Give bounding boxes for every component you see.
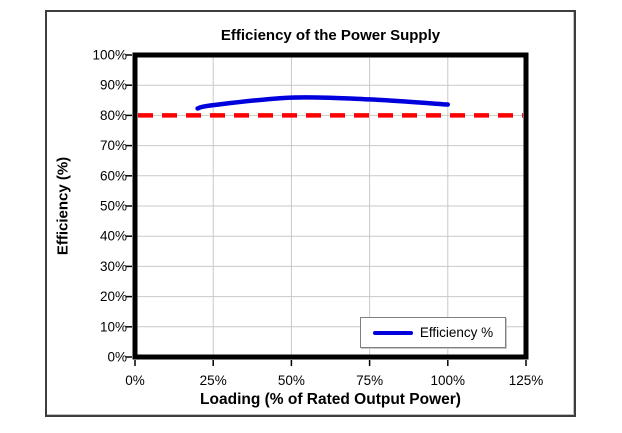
y-tick-label: 50% bbox=[100, 199, 127, 214]
y-axis-title: Efficiency (%) bbox=[54, 156, 72, 256]
x-tick-label: 125% bbox=[509, 373, 544, 388]
y-tick-label: 30% bbox=[100, 259, 127, 274]
x-tick-label: 0% bbox=[125, 373, 145, 388]
y-tick-label: 80% bbox=[100, 108, 127, 123]
efficiency-curve bbox=[195, 95, 451, 111]
y-tick-label: 0% bbox=[107, 350, 127, 365]
y-tick-label: 60% bbox=[100, 168, 127, 183]
legend-label: Efficiency % bbox=[419, 325, 494, 340]
y-tick-label: 40% bbox=[100, 229, 127, 244]
y-tick-label: 10% bbox=[100, 319, 127, 334]
x-tick-label: 100% bbox=[431, 373, 466, 388]
y-tick-label: 90% bbox=[100, 78, 127, 93]
legend-line-sample bbox=[372, 330, 413, 335]
y-tick-label: 20% bbox=[100, 289, 127, 304]
x-tick-label: 75% bbox=[356, 373, 383, 388]
chart-title: Efficiency of the Power Supply bbox=[220, 27, 441, 44]
x-tick-label: 50% bbox=[278, 373, 305, 388]
y-tick-label: 100% bbox=[92, 48, 127, 63]
y-tick-label: 70% bbox=[100, 138, 127, 153]
legend: Efficiency % bbox=[360, 317, 506, 348]
x-tick-label: 25% bbox=[200, 373, 227, 388]
x-axis-title: Loading (% of Rated Output Power) bbox=[200, 391, 461, 408]
plot-border bbox=[132, 52, 529, 360]
